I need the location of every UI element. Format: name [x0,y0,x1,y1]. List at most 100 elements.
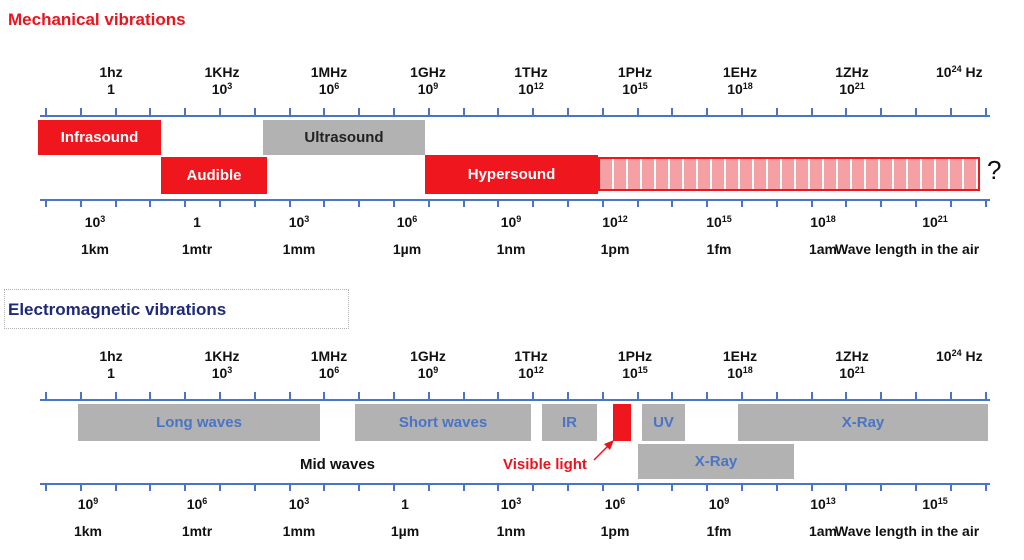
electromagnetic-title-frame [4,289,349,329]
wavelength-power-text: 1012 [602,214,628,230]
frequency-unit-text: 1KHz [204,64,240,80]
em-wavelength-tick [358,483,360,491]
mechanical-frequency-tick [149,108,151,116]
mechanical-frequency-tick [671,108,673,116]
mechanical-wavelength-label: 109 1nm [497,214,526,258]
wavelength-power-text: 103 [84,214,106,230]
band-ultrasound: Ultrasound [263,120,425,155]
em-wavelength-tick [428,483,430,491]
em-frequency-tick [532,392,534,400]
wavelength-power-text: 106 [604,496,626,512]
mechanical-frequency-tick [428,108,430,116]
mechanical-frequency-tick [219,108,221,116]
em-frequency-tick [915,392,917,400]
wavelength-unit-text: 1mtr [181,523,213,539]
mechanical-frequency-label: 1MHz 106 [311,64,348,98]
mechanical-wavelength-label: 1021 Wave length in the air [835,214,979,257]
em-frequency-tick [149,392,151,400]
em-frequency-label: 1024 Hz [936,348,983,365]
band-hypersound: Hypersound [425,155,598,194]
em-wavelength-tick [602,483,604,491]
mechanical-frequency-tick [323,108,325,116]
mechanical-wavelength-label: 106 1µm [393,214,421,258]
frequency-power-text: 1024 Hz [936,348,983,364]
frequency-unit-text: 1THz [514,64,548,80]
frequency-unit-text: 1GHz [410,348,446,364]
em-wavelength-label: 106 1pm [601,496,630,540]
wavelength-unit-text: Wave length in the air [835,241,980,257]
em-frequency-tick [811,392,813,400]
mechanical-wavelength-tick [45,199,47,207]
em-wavelength-tick [776,483,778,491]
wavelength-unit-text: 1fm [706,241,732,257]
mid-waves-label: Mid waves [300,456,376,473]
band-audible: Audible [161,157,267,194]
mechanical-frequency-tick [602,108,604,116]
mechanical-wavelength-label: 103 1mm [283,214,316,258]
frequency-power-text: 1012 [518,365,544,381]
em-wavelength-tick [671,483,673,491]
band-short-waves: Short waves [355,404,531,441]
frequency-unit-text: 1PHz [617,64,653,80]
em-frequency-tick [428,392,430,400]
wavelength-power-text: 103 [500,496,522,512]
electromagnetic-title: Electromagnetic vibrations [8,300,227,319]
em-wavelength-tick [254,483,256,491]
frequency-unit-text: 1hz [99,64,123,80]
em-wavelength-tick [915,483,917,491]
em-frequency-tick [323,392,325,400]
em-wavelength-tick [567,483,569,491]
mechanical-wavelength-label: 1 1mtr [182,214,212,258]
em-wavelength-label: 109 1fm [707,496,732,540]
frequency-power-text: 1024 Hz [936,64,983,80]
em-wavelength-label: 106 1mtr [182,496,212,540]
frequency-unit-text: 1EHz [722,348,758,364]
frequency-unit-text: 1EHz [722,64,758,80]
em-wavelength-tick [706,483,708,491]
wavelength-unit-text: Wave length in the air [835,523,980,539]
wavelength-unit-text: 1mm [282,241,316,257]
wavelength-power-text: 1021 [922,214,948,230]
em-wavelength-tick [950,483,952,491]
em-frequency-tick [880,392,882,400]
mechanical-wavelength-tick [463,199,465,207]
mechanical-wavelength-tick [637,199,639,207]
mechanical-wavelength-tick [950,199,952,207]
em-frequency-tick [289,392,291,400]
mechanical-wavelength-tick [289,199,291,207]
mechanical-wavelength-tick [880,199,882,207]
mechanical-wavelength-tick [358,199,360,207]
em-frequency-axis [40,399,990,401]
em-frequency-tick [463,392,465,400]
frequency-unit-text: 1PHz [617,348,653,364]
wavelength-power-text: 103 [288,496,310,512]
frequency-power-text: 103 [211,81,233,97]
em-wavelength-tick [532,483,534,491]
mechanical-wavelength-tick [776,199,778,207]
em-frequency-tick [184,392,186,400]
mechanical-frequency-tick [880,108,882,116]
em-wavelength-label: 1013 1am [809,496,837,540]
band-xray-top: X-Ray [738,404,988,441]
em-frequency-label: 1ZHz 1021 [835,348,868,382]
mechanical-wavelength-tick [532,199,534,207]
mechanical-frequency-label: 1ZHz 1021 [835,64,868,98]
band-ir: IR [542,404,597,441]
mechanical-wavelength-tick [497,199,499,207]
em-wavelength-tick [985,483,987,491]
em-wavelength-tick [637,483,639,491]
mechanical-frequency-tick [950,108,952,116]
em-frequency-tick [115,392,117,400]
frequency-power-text: 1018 [727,365,753,381]
frequency-unit-text: 1KHz [204,348,240,364]
wavelength-power-text: 109 [708,496,730,512]
frequency-power-text: 103 [211,365,233,381]
em-frequency-tick [985,392,987,400]
wavelength-unit-text: 1µm [390,523,420,539]
em-frequency-tick [602,392,604,400]
wavelength-power-text: 1015 [922,496,948,512]
frequency-power-text: 1 [107,81,115,97]
frequency-power-text: 109 [417,365,439,381]
mechanical-frequency-tick [497,108,499,116]
